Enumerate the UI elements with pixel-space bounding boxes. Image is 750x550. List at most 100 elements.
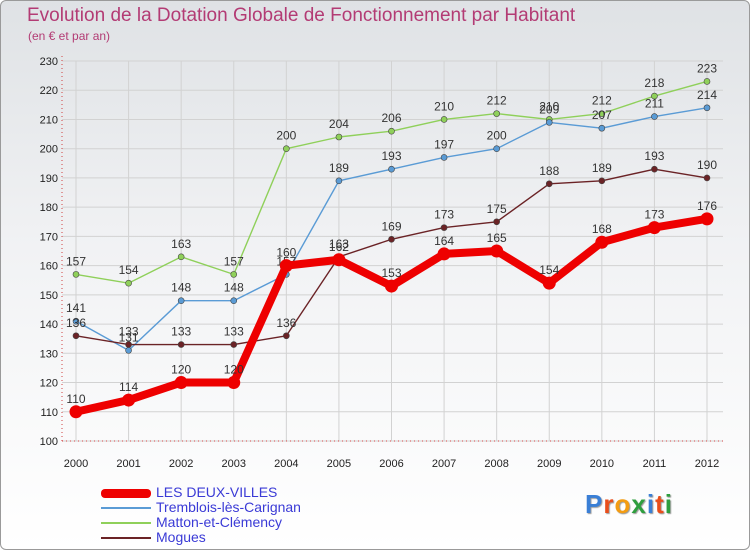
data-point xyxy=(230,271,238,278)
data-label: 133 xyxy=(119,325,139,339)
x-tick-label: 2005 xyxy=(327,458,351,470)
data-point xyxy=(440,154,448,161)
data-label: 153 xyxy=(381,266,401,280)
x-tick-label: 2010 xyxy=(590,458,614,470)
data-point xyxy=(332,253,346,267)
data-point xyxy=(651,165,658,173)
y-tick-label: 170 xyxy=(40,231,58,243)
data-point xyxy=(335,177,343,185)
data-point xyxy=(388,127,395,135)
proxiti-logo[interactable]: Proxiti xyxy=(585,489,673,520)
x-tick-label: 2011 xyxy=(643,458,667,470)
y-tick-label: 220 xyxy=(40,85,58,97)
data-label: 136 xyxy=(276,316,296,330)
data-point xyxy=(125,341,132,348)
y-tick-label: 230 xyxy=(40,56,58,68)
y-tick-label: 150 xyxy=(40,290,58,302)
chart-title: Evolution de la Dotation Globale de Fonc… xyxy=(27,5,576,26)
data-point xyxy=(279,259,293,273)
data-label: 169 xyxy=(381,219,401,233)
data-point xyxy=(598,110,606,117)
data-point xyxy=(440,116,448,123)
logo-letter: i xyxy=(664,489,673,519)
data-point xyxy=(647,221,661,235)
data-label: 131 xyxy=(119,330,139,344)
data-label: 110 xyxy=(66,392,85,406)
data-point xyxy=(703,104,711,112)
data-label: 148 xyxy=(171,281,191,295)
data-point xyxy=(385,279,398,293)
data-label: 148 xyxy=(224,281,244,295)
data-label: 197 xyxy=(434,137,454,151)
y-tick-label: 200 xyxy=(40,144,58,156)
x-tick-label: 2002 xyxy=(169,458,193,470)
data-label: 165 xyxy=(487,231,507,245)
data-label: 168 xyxy=(592,222,612,236)
data-label: 163 xyxy=(329,237,349,251)
data-point xyxy=(283,145,290,152)
data-point xyxy=(72,317,80,325)
x-tick-label: 2001 xyxy=(116,458,140,470)
data-label: 189 xyxy=(592,161,612,175)
data-label: 193 xyxy=(381,149,401,163)
legend-label: Tremblois-lès-Carignan xyxy=(156,499,301,515)
logo-letter: x xyxy=(631,489,647,519)
y-tick-label: 100 xyxy=(40,436,58,448)
data-label: 193 xyxy=(644,149,664,163)
data-label: 141 xyxy=(66,301,86,315)
y-tick-label: 190 xyxy=(40,173,58,185)
data-point xyxy=(388,236,395,243)
data-label: 157 xyxy=(66,254,86,268)
data-point xyxy=(542,276,556,290)
data-point xyxy=(700,212,714,226)
data-point xyxy=(177,253,185,261)
data-point xyxy=(388,165,395,173)
data-label: 210 xyxy=(434,99,454,113)
data-point xyxy=(595,235,609,249)
x-tick-label: 2007 xyxy=(432,458,456,470)
x-tick-label: 2004 xyxy=(274,458,298,470)
data-label: 210 xyxy=(539,99,559,113)
data-label: 173 xyxy=(434,208,454,222)
data-point xyxy=(437,247,451,261)
y-tick-label: 140 xyxy=(40,319,58,331)
data-point xyxy=(283,332,290,340)
x-tick-label: 2009 xyxy=(537,458,561,470)
data-label: 154 xyxy=(119,263,139,277)
data-point xyxy=(335,133,343,141)
data-point xyxy=(651,92,658,100)
data-label: 200 xyxy=(487,129,507,143)
legend-swatch xyxy=(101,536,151,539)
data-point xyxy=(72,271,80,278)
data-point xyxy=(69,405,83,419)
data-label: 157 xyxy=(224,254,244,268)
data-label: 188 xyxy=(539,164,559,178)
data-point xyxy=(490,244,504,258)
y-tick-label: 130 xyxy=(40,348,58,360)
data-label: 200 xyxy=(276,129,296,143)
legend-swatch xyxy=(101,521,151,524)
data-label: 209 xyxy=(539,102,559,116)
x-tick-label: 2003 xyxy=(222,458,246,470)
data-label: 120 xyxy=(171,363,191,377)
data-point xyxy=(122,393,136,407)
data-label: 214 xyxy=(697,88,717,102)
data-label: 154 xyxy=(539,263,559,277)
data-point xyxy=(493,145,500,152)
logo-letter: o xyxy=(614,489,632,519)
data-label: 175 xyxy=(487,202,507,216)
x-tick-label: 2012 xyxy=(695,458,719,470)
legend-label: Mogues xyxy=(156,529,206,545)
y-tick-label: 160 xyxy=(40,261,58,273)
data-label: 207 xyxy=(592,108,612,122)
data-label: 223 xyxy=(697,61,717,75)
data-point xyxy=(230,297,238,304)
legend-label: LES DEUX-VILLES xyxy=(156,484,278,500)
logo-letter: t xyxy=(655,489,665,519)
data-label: 162 xyxy=(329,240,349,254)
data-label: 204 xyxy=(329,117,349,131)
x-tick-label: 2006 xyxy=(379,458,403,470)
data-label: 163 xyxy=(171,237,191,251)
x-tick-label: 2000 xyxy=(64,458,88,470)
